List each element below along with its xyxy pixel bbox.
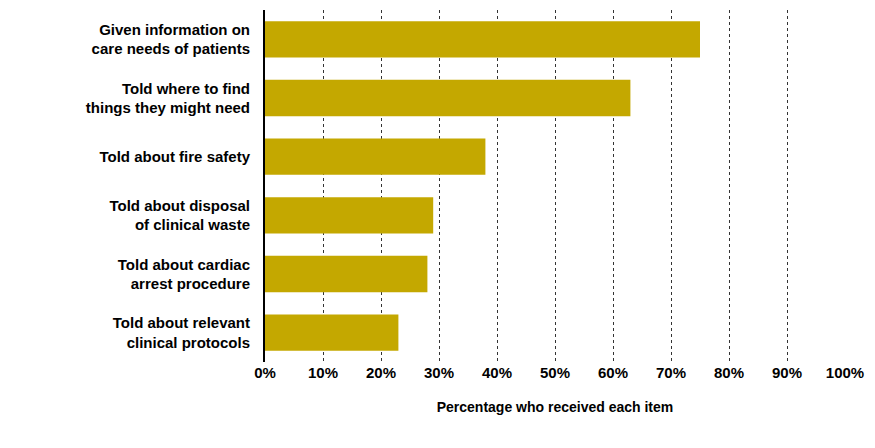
- svg-text:10%: 10%: [308, 364, 338, 381]
- svg-text:Told about disposalof clinical: Told about disposalof clinical waste: [109, 197, 250, 234]
- svg-text:60%: 60%: [598, 364, 628, 381]
- svg-text:Told where to findthings they: Told where to findthings they might need: [86, 80, 250, 117]
- svg-text:40%: 40%: [482, 364, 512, 381]
- svg-text:Told about cardiacarrest proce: Told about cardiacarrest procedure: [118, 256, 250, 293]
- svg-text:90%: 90%: [772, 364, 802, 381]
- svg-text:70%: 70%: [656, 364, 686, 381]
- svg-text:80%: 80%: [714, 364, 744, 381]
- svg-text:Told about relevantclinical pr: Told about relevantclinical protocols: [113, 314, 250, 351]
- svg-text:30%: 30%: [424, 364, 454, 381]
- svg-text:0%: 0%: [254, 364, 276, 381]
- svg-text:Percentage who received each i: Percentage who received each item: [437, 399, 674, 415]
- svg-text:100%: 100%: [826, 364, 864, 381]
- svg-text:Given information oncare needs: Given information oncare needs of patien…: [92, 21, 250, 58]
- svg-text:Told about fire safety: Told about fire safety: [99, 148, 250, 165]
- svg-text:20%: 20%: [366, 364, 396, 381]
- svg-text:50%: 50%: [540, 364, 570, 381]
